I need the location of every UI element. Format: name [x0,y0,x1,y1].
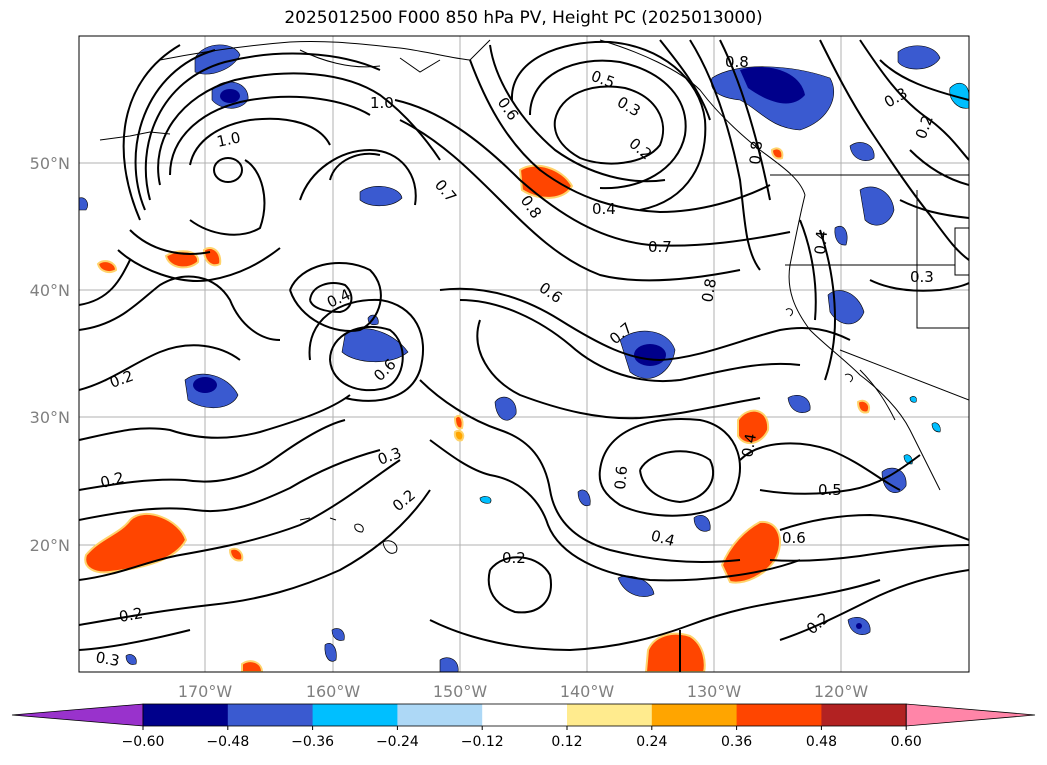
colorbar-extend-high [905,703,1036,727]
contour-label: 0.3 [94,648,121,670]
colorbar-segment [651,704,738,726]
lon-label: 120°W [814,682,869,701]
colorbar-segment [143,704,229,726]
contour-label: 0.7 [648,238,672,256]
colorbar-segment [397,704,483,726]
colorbar-segment [567,704,653,726]
latitude-labels: 50°N 40°N 30°N 20°N [30,154,70,555]
colorbar-segment [482,704,568,726]
contour-label: 0.6 [782,529,806,547]
colorbar-ticks: −0.60 −0.48 −0.36 −0.24 −0.12 0.12 0.24 0.36 0.4… [122,726,922,750]
contour-label: 0.8 [698,277,720,304]
colorbar-tick-label: −0.36 [291,734,334,750]
pv-negative-anomalies [79,44,969,672]
lat-label: 30°N [30,408,70,427]
contour-label: 0.8 [725,53,749,71]
lat-label: 20°N [30,536,70,555]
pv-positive-anomalies [84,147,870,672]
contour-label: 0.4 [649,526,677,550]
contour-label: 0.6 [611,465,631,490]
colorbar-segments [11,703,1036,727]
colorbar-tick-label: 0.36 [721,734,752,750]
contour-label: 0.5 [818,481,842,499]
contour-label: 1.0 [215,128,242,151]
lon-label: 140°W [560,682,615,701]
colorbar-tick-label: 0.24 [636,734,667,750]
colorbar-tick-label: 0.48 [806,734,837,750]
colorbar-tick-label: −0.24 [376,734,419,750]
colorbar-segment [736,704,822,726]
coastlines [99,39,969,554]
contour-label: 0.2 [118,604,145,626]
contour-label: 0.8 [746,140,766,165]
colorbar-tick-label: 0.12 [551,734,582,750]
colorbar-tick-label: −0.48 [206,734,249,750]
longitude-labels: 170°W 160°W 150°W 140°W 130°W 120°W [178,682,869,701]
lat-label: 50°N [30,154,70,173]
colorbar-outline [142,703,907,727]
height-contours [79,39,969,672]
contour-label: 1.0 [370,94,394,112]
colorbar-segment [312,704,398,726]
lon-label: 150°W [433,682,488,701]
map-title: 2025012500 F000 850 hPa PV, Height PC (2… [284,8,763,28]
colorbar-segment [227,704,314,726]
gridlines [79,36,969,672]
contour-label: 0.4 [738,432,760,459]
lon-label: 160°W [306,682,361,701]
contour-label: 0.4 [811,230,831,255]
plot-border [78,35,970,673]
plot-area [79,36,969,672]
colorbar-tick-label: −0.60 [122,734,165,750]
lon-label: 170°W [178,682,233,701]
lon-label: 130°W [687,682,742,701]
colorbar-extend-low [11,703,144,727]
colorbar-tick-label: −0.12 [461,734,504,750]
colorbar: −0.60 −0.48 −0.36 −0.24 −0.12 0.12 0.24 0.36 0.4… [11,703,1036,750]
contour-label: 0.3 [910,268,934,286]
lat-label: 40°N [30,281,70,300]
contour-label: 0.2 [98,468,126,492]
contour-label: 0.2 [502,549,526,567]
contour-label: 0.4 [592,200,616,218]
colorbar-segment [821,704,907,726]
colorbar-tick-label: 0.60 [891,734,922,750]
